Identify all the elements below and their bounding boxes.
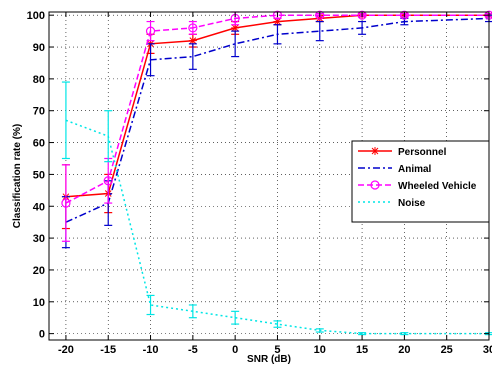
x-tick-label: 5	[274, 344, 280, 356]
x-tick-label: 10	[314, 344, 326, 356]
star-marker	[231, 23, 240, 32]
y-tick-label: 60	[33, 138, 45, 150]
x-tick-label: -10	[143, 344, 159, 356]
y-tick-label: 70	[33, 106, 45, 118]
y-tick-label: 30	[33, 233, 45, 245]
circle-marker	[61, 198, 71, 208]
star-marker	[273, 17, 282, 26]
legend-label-animal: Animal	[398, 164, 432, 175]
y-axis-title: Classification rate (%)	[12, 124, 23, 228]
y-tick-label: 10	[33, 297, 45, 309]
circle-marker	[103, 176, 113, 186]
circle-marker	[145, 26, 156, 36]
y-tick-label: 0	[39, 329, 45, 341]
circle-marker	[357, 10, 367, 20]
x-tick-label: 25	[441, 344, 453, 356]
star-marker	[371, 147, 379, 155]
legend-label-noise: Noise	[398, 198, 426, 209]
legend: Personnel Animal Wheeled Vehicle Noise	[351, 140, 490, 223]
series-line-wheeled-vehicle	[65, 14, 489, 204]
circle-marker	[315, 10, 325, 20]
x-axis-title: SNR (dB)	[247, 354, 291, 365]
x-tick-label: -15	[100, 344, 116, 356]
series-line-noise	[65, 119, 489, 335]
y-tick-label: 90	[33, 42, 45, 54]
series-layer	[61, 10, 492, 336]
star-marker	[188, 36, 197, 45]
legend-label-personnel: Personnel	[398, 147, 447, 158]
y-tick-label: 80	[33, 74, 45, 86]
y-tick-label: 100	[27, 10, 45, 22]
circle-marker	[399, 10, 409, 20]
x-tick-label: 15	[356, 344, 368, 356]
x-tick-label: -20	[58, 344, 74, 356]
circle-marker	[370, 180, 380, 190]
x-tick-label: -5	[188, 344, 198, 356]
x-tick-label: 0	[232, 344, 238, 356]
x-tick-label: 30	[483, 344, 492, 356]
y-tick-label: 50	[33, 169, 45, 181]
series-line-animal	[65, 17, 490, 223]
ticks: -20 -15 -10 -5 0 5 10 15 20 25 30 0 10 20 30 40 50 60 70 80…	[27, 10, 492, 356]
y-tick-label: 40	[33, 201, 45, 213]
circle-marker	[188, 23, 198, 33]
legend-label-wheeled-vehicle: Wheeled Vehicle	[398, 181, 477, 192]
y-tick-label: 20	[33, 265, 45, 277]
circle-marker	[272, 10, 283, 20]
star-marker	[315, 14, 324, 23]
x-tick-label: 20	[398, 344, 410, 356]
